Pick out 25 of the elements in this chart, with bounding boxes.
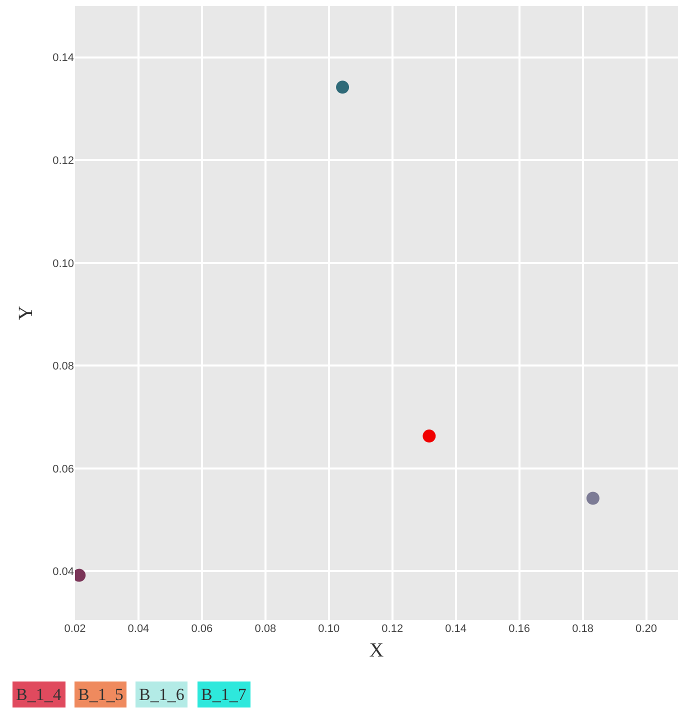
point: [422, 430, 436, 443]
y-axis-title: Y: [15, 306, 38, 320]
y-tick-label: 0.06: [52, 463, 74, 476]
x-axis-title: X: [369, 640, 384, 662]
y-tick-label: 0.12: [52, 154, 74, 167]
x-tick-label: 0.08: [254, 623, 276, 635]
y-tick-label: 0.14: [52, 52, 74, 64]
x-tick-label: 0.12: [382, 623, 404, 635]
point: [586, 492, 600, 505]
text: B_1_6: [139, 685, 184, 704]
x-tick-label: 0.20: [636, 623, 657, 635]
x-tick-label: 0.10: [318, 623, 340, 635]
x-tick-label: 0.02: [64, 623, 86, 635]
y-tick-label: 0.10: [52, 258, 74, 270]
x-tick-label: 0.04: [128, 623, 150, 635]
text: B_1_5: [78, 685, 124, 704]
text: B_1_7: [201, 685, 247, 704]
x-tick-label: 0.14: [445, 623, 467, 635]
text: B_1_4: [16, 685, 62, 704]
y-tick-label: 0.04: [52, 566, 74, 578]
y-tick-label: 0.08: [52, 360, 74, 373]
x-tick-label: 0.18: [572, 623, 594, 635]
x-tick-label: 0.06: [191, 623, 213, 635]
x-tick-label: 0.16: [508, 623, 530, 635]
point: [336, 80, 350, 94]
